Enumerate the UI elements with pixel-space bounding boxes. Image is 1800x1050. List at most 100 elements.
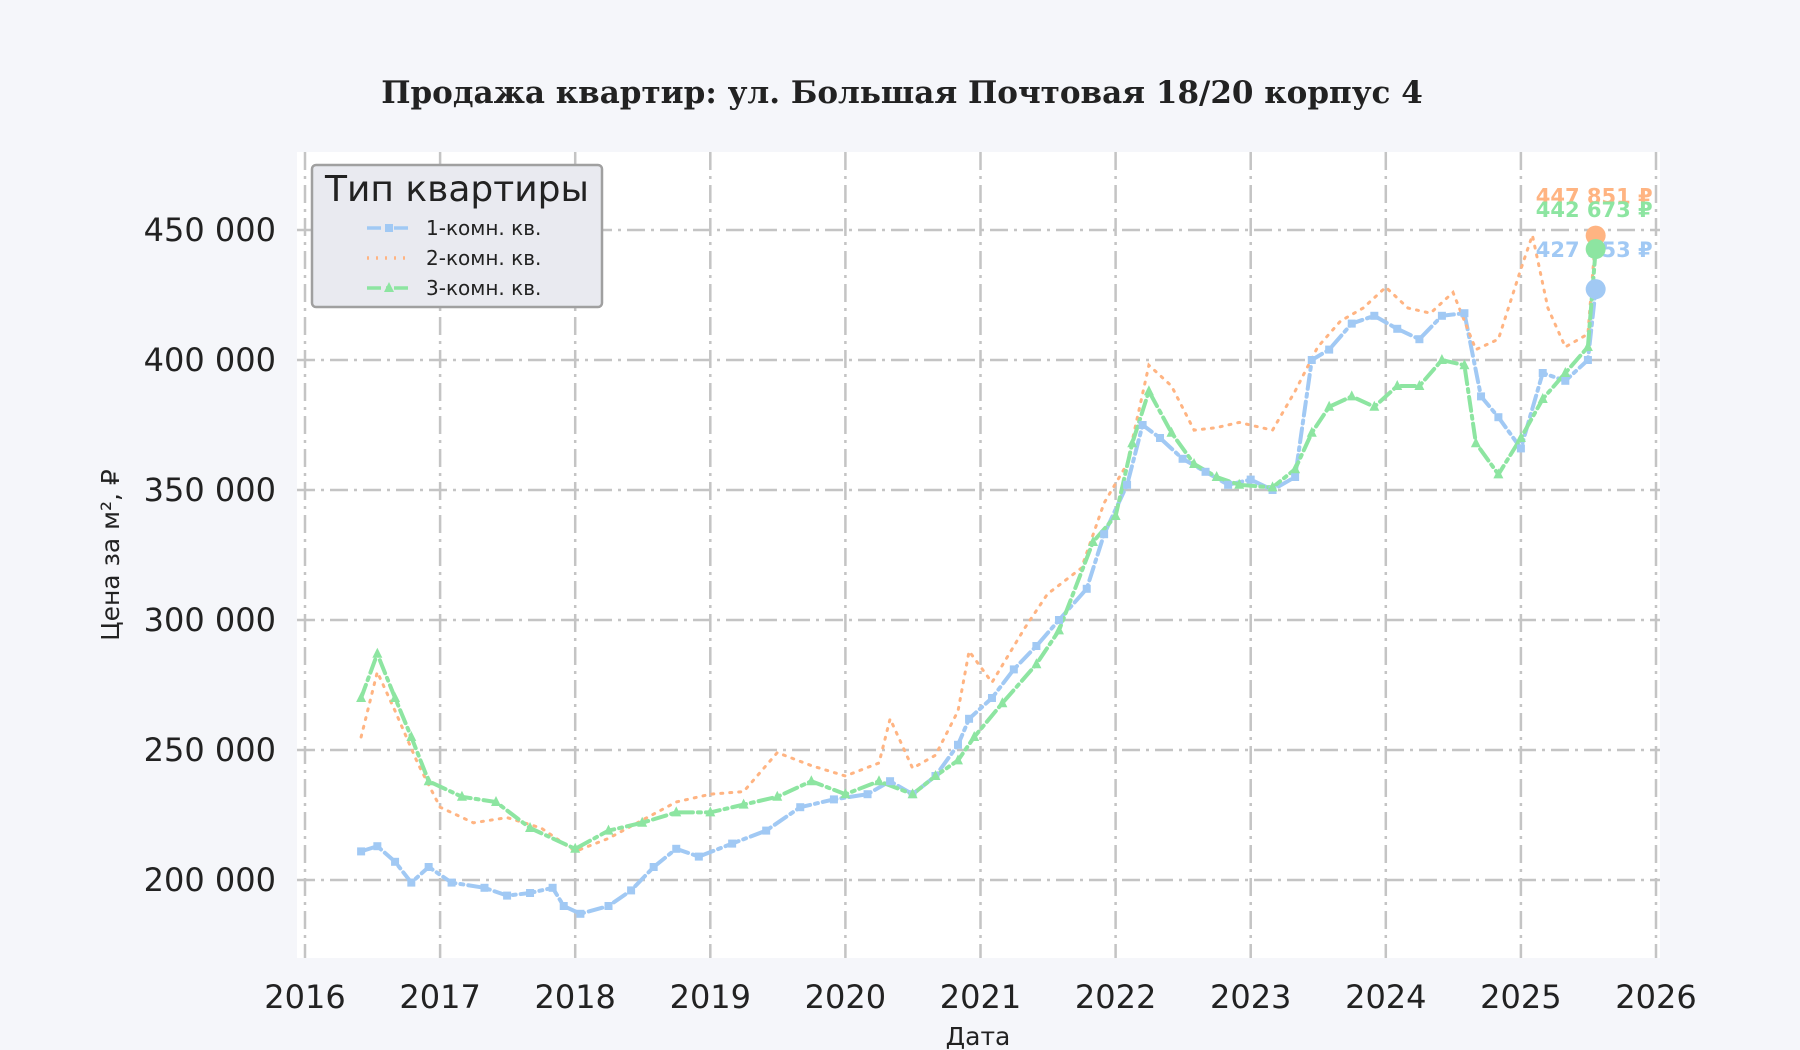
series-1-marker xyxy=(1082,584,1091,593)
series-3-marker xyxy=(1053,624,1064,635)
x-axis-label: Дата xyxy=(946,1022,1011,1050)
series-1-marker xyxy=(762,826,771,835)
x-tick-label: 2023 xyxy=(1210,978,1291,1016)
series-markers xyxy=(356,243,1601,918)
series-3-marker xyxy=(1459,359,1470,370)
x-axis-ticks: 2016 2017 2018 2019 2020 2021 2022 2023 2024 2025… xyxy=(264,978,1696,1016)
series-3-marker xyxy=(1493,468,1504,479)
series-3-marker xyxy=(423,775,434,786)
series-2-last-label: 447 851 ₽ xyxy=(1536,185,1653,209)
series-3-marker xyxy=(705,806,716,817)
series-3-marker xyxy=(1470,437,1481,448)
series-1-marker xyxy=(1437,311,1446,320)
series-1-marker xyxy=(447,878,456,887)
x-tick-label: 2021 xyxy=(940,978,1021,1016)
series-1-marker xyxy=(424,863,433,871)
series-3-marker xyxy=(969,731,980,741)
series-1-marker xyxy=(1054,616,1063,624)
x-tick-label: 2024 xyxy=(1345,978,1426,1016)
series-3-marker xyxy=(772,790,783,801)
series-line-3 xyxy=(359,247,1598,852)
x-tick-label: 2026 xyxy=(1615,978,1696,1016)
series-3-marker xyxy=(1267,481,1278,492)
x-tick-label: 2019 xyxy=(670,978,751,1016)
series-1-marker xyxy=(796,803,805,812)
series-1-marker xyxy=(503,891,512,900)
series-1-marker xyxy=(559,902,568,910)
x-tick-label: 2020 xyxy=(805,978,886,1016)
series-1-marker xyxy=(526,889,535,897)
series-3-marker xyxy=(1414,380,1425,390)
series-1-marker xyxy=(1178,454,1187,463)
series-3-last-point xyxy=(1585,239,1606,260)
series-1-marker xyxy=(1494,413,1503,422)
series-3-marker xyxy=(1392,380,1403,390)
series-3-marker xyxy=(372,647,383,658)
grid-lines xyxy=(297,152,1660,958)
series-3-marker xyxy=(1031,658,1042,669)
legend-label-2: 2-комн. кв. xyxy=(426,246,541,270)
series-1-marker xyxy=(1156,434,1165,442)
series-3-marker xyxy=(840,788,851,799)
series-1-marker xyxy=(1415,335,1424,344)
series-3-marker xyxy=(907,788,918,799)
series-1-marker xyxy=(1138,421,1147,429)
series-1-marker xyxy=(1307,356,1316,364)
series-1-marker xyxy=(391,857,400,866)
series-3-marker xyxy=(637,816,648,827)
series-1-marker xyxy=(1325,345,1334,354)
series-1-marker xyxy=(1393,324,1402,333)
series-1-marker xyxy=(987,694,996,702)
series-3-last-label: 442 673 ₽ xyxy=(1536,198,1653,222)
series-1-marker xyxy=(604,902,613,910)
series-1-last-point xyxy=(1585,279,1606,300)
series-1-marker xyxy=(1123,480,1132,489)
series-3-marker xyxy=(406,731,417,741)
series-1-marker xyxy=(863,790,872,799)
series-1-marker xyxy=(576,909,585,918)
series-3-marker xyxy=(1110,510,1121,520)
series-1-marker xyxy=(1009,665,1018,674)
y-tick-label: 250 000 xyxy=(144,731,276,769)
x-tick-label: 2017 xyxy=(399,978,480,1016)
series-3-marker xyxy=(806,775,817,786)
series-1-marker xyxy=(1246,475,1255,484)
series-1-marker xyxy=(829,795,838,804)
series-3-marker xyxy=(1560,367,1571,377)
series-1-marker xyxy=(1291,473,1300,481)
legend-title: Тип квартиры xyxy=(324,169,589,210)
x-tick-label: 2022 xyxy=(1075,978,1156,1016)
legend-marker-1 xyxy=(385,224,393,232)
series-3-marker xyxy=(671,806,682,817)
series-1-marker xyxy=(1561,376,1570,385)
legend-label-3: 3-комн. кв. xyxy=(426,276,541,300)
series-3-marker xyxy=(1166,426,1177,437)
series-3-marker xyxy=(390,692,401,702)
series-3-marker xyxy=(930,770,941,780)
series-1-marker xyxy=(1201,467,1210,476)
series-1-marker xyxy=(953,740,962,749)
legend-marker-3 xyxy=(384,282,394,292)
series-1-marker xyxy=(1370,311,1379,320)
series-3-marker xyxy=(1346,390,1357,401)
series-3-marker xyxy=(873,775,884,786)
series-3-marker xyxy=(1143,385,1154,396)
y-tick-label: 300 000 xyxy=(144,601,276,639)
series-1-marker xyxy=(1516,444,1525,453)
legend-box xyxy=(310,163,604,309)
series-3-marker xyxy=(1127,437,1138,448)
series-1-marker xyxy=(1347,319,1356,328)
series-3-marker xyxy=(1324,400,1335,411)
series-1-marker xyxy=(480,883,489,892)
series-3-marker xyxy=(1436,354,1447,364)
series-1-marker xyxy=(1477,392,1486,401)
series-3-marker xyxy=(738,798,749,809)
series-3-marker xyxy=(1515,432,1526,442)
series-3-marker xyxy=(456,790,467,801)
x-tick-label: 2016 xyxy=(264,978,345,1016)
legend: Тип квартиры 1-комн. кв. 2-комн. кв. 3-ком… xyxy=(310,163,604,309)
series-3-marker xyxy=(1211,471,1222,481)
y-tick-label: 200 000 xyxy=(144,861,276,899)
legend-label-1: 1-комн. кв. xyxy=(426,216,541,240)
